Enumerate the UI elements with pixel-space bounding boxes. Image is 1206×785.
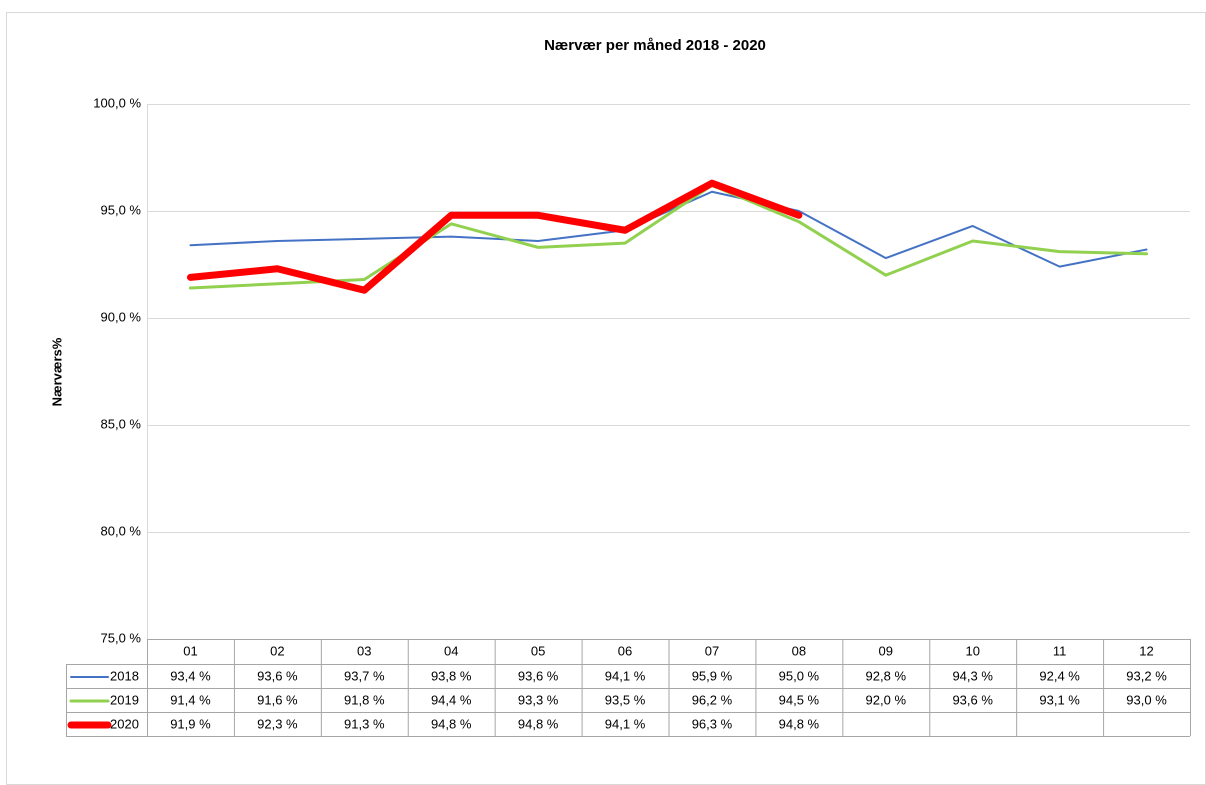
data-table-value: 94,4 % — [431, 692, 472, 707]
data-table-value: 93,1 % — [1039, 692, 1080, 707]
data-table-value: 93,0 % — [1126, 692, 1167, 707]
data-table-value: 92,4 % — [1039, 668, 1080, 683]
data-table-value: 91,9 % — [170, 716, 211, 731]
data-table-value: 92,0 % — [866, 692, 907, 707]
x-tick-label: 11 — [1053, 643, 1067, 658]
data-table-value: 95,9 % — [692, 668, 733, 683]
data-table-value: 93,5 % — [605, 692, 646, 707]
x-tick-label: 12 — [1139, 643, 1153, 658]
x-tick-label: 02 — [270, 643, 284, 658]
data-table-value: 96,2 % — [692, 692, 733, 707]
series-line — [189, 190, 1148, 268]
data-table-value: 93,2 % — [1126, 668, 1167, 683]
legend-label: 2020 — [110, 716, 139, 731]
y-axis-title: Nærværs% — [49, 337, 64, 406]
series-line — [188, 183, 1149, 290]
x-tick-label: 08 — [792, 643, 806, 658]
x-tick-label: 01 — [183, 643, 197, 658]
x-tick-label: 07 — [705, 643, 719, 658]
data-table-value: 94,1 % — [605, 668, 646, 683]
data-table-value: 93,6 % — [257, 668, 298, 683]
data-table-value: 93,6 % — [518, 668, 559, 683]
x-tick-label: 06 — [618, 643, 632, 658]
data-table-value: 94,8 % — [431, 716, 472, 731]
x-tick-label: 10 — [965, 643, 979, 658]
y-tick-label: 80,0 % — [101, 523, 142, 538]
data-table-value: 93,6 % — [952, 692, 993, 707]
y-tick-label: 95,0 % — [101, 202, 142, 217]
x-tick-label: 04 — [444, 643, 458, 658]
data-table-value: 96,3 % — [692, 716, 733, 731]
y-tick-label: 90,0 % — [101, 309, 142, 324]
x-tick-label: 03 — [357, 643, 371, 658]
data-table-value: 93,8 % — [431, 668, 472, 683]
data-table-value: 94,1 % — [605, 716, 646, 731]
data-table-value: 93,7 % — [344, 668, 385, 683]
data-table-value: 94,5 % — [779, 692, 820, 707]
y-tick-label: 75,0 % — [101, 630, 142, 645]
legend-label: 2018 — [110, 668, 139, 683]
x-tick-label: 09 — [879, 643, 893, 658]
x-tick-label: 05 — [531, 643, 545, 658]
chart-border — [6, 12, 1206, 785]
data-table-value: 91,4 % — [170, 692, 211, 707]
data-table-value: 91,8 % — [344, 692, 385, 707]
data-table-value: 93,3 % — [518, 692, 559, 707]
data-table-value: 94,3 % — [952, 668, 993, 683]
data-table-value: 91,6 % — [257, 692, 298, 707]
series-line — [186, 179, 803, 294]
data-table-value: 92,8 % — [866, 668, 907, 683]
chart-title: Nærvær per måned 2018 - 2020 — [544, 37, 766, 54]
y-tick-label: 85,0 % — [101, 416, 142, 431]
data-table-value: 95,0 % — [779, 668, 820, 683]
legend-label: 2019 — [110, 692, 139, 707]
data-table-value: 93,4 % — [170, 668, 211, 683]
data-table-value: 91,3 % — [344, 716, 385, 731]
y-tick-label: 100,0 % — [93, 95, 141, 110]
data-table-value: 94,8 % — [779, 716, 820, 731]
data-table-value: 94,8 % — [518, 716, 559, 731]
data-table-value: 92,3 % — [257, 716, 298, 731]
